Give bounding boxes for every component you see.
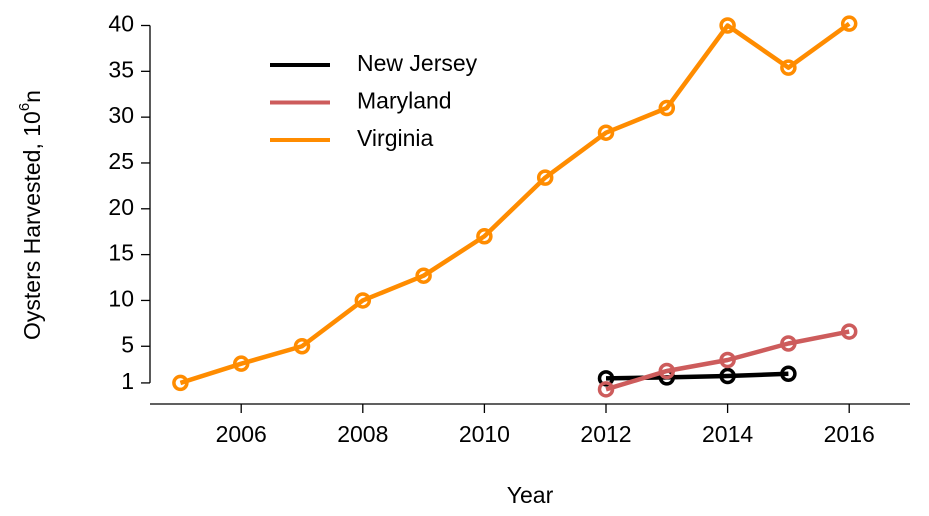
point [719, 351, 736, 369]
y-tick-label: 25 [108, 148, 134, 174]
y-tick-label: 10 [108, 286, 134, 312]
point [597, 124, 615, 141]
y-label-text: Oysters Harvested, 10 [19, 111, 45, 340]
point [597, 381, 615, 398]
x-axis-label: Year [507, 482, 554, 508]
legend-label: New Jersey [357, 50, 478, 76]
point [719, 17, 736, 34]
point [840, 323, 858, 340]
point [476, 228, 493, 245]
y-tick-label: 40 [108, 11, 134, 37]
series-line [179, 21, 851, 386]
y-axis-label: Oysters Harvested, 106n [16, 90, 45, 340]
point [232, 355, 250, 372]
series-line [605, 371, 789, 381]
x-tick-label: 2008 [337, 421, 388, 447]
x-tick-label: 2014 [702, 421, 753, 447]
x-tick-label: 2016 [824, 421, 875, 447]
x-tick-label: 2006 [216, 421, 267, 447]
y-label-suffix: n [19, 90, 45, 103]
legend-label: Virginia [357, 125, 433, 151]
series-line [605, 329, 850, 392]
point [840, 15, 858, 32]
point [415, 267, 432, 284]
y-tick-label: 30 [108, 102, 134, 128]
point [780, 365, 797, 383]
point [536, 169, 554, 186]
y-tick-label: 20 [108, 194, 134, 220]
point [780, 335, 797, 352]
point [780, 59, 797, 76]
point [658, 362, 676, 380]
point [658, 99, 676, 117]
point [719, 367, 736, 385]
y-label-superscript: 6 [16, 103, 33, 111]
point [597, 370, 615, 387]
point [293, 338, 311, 355]
y-tick-label: 15 [108, 240, 134, 266]
x-tick-label: 2012 [580, 421, 631, 447]
y-tick-label: 5 [121, 331, 134, 357]
point [172, 374, 189, 392]
point [354, 292, 372, 309]
y-tick-label: 1 [121, 368, 134, 394]
x-tick-label: 2010 [459, 421, 510, 447]
legend-label: Maryland [357, 88, 452, 114]
y-tick-label: 35 [108, 56, 134, 82]
